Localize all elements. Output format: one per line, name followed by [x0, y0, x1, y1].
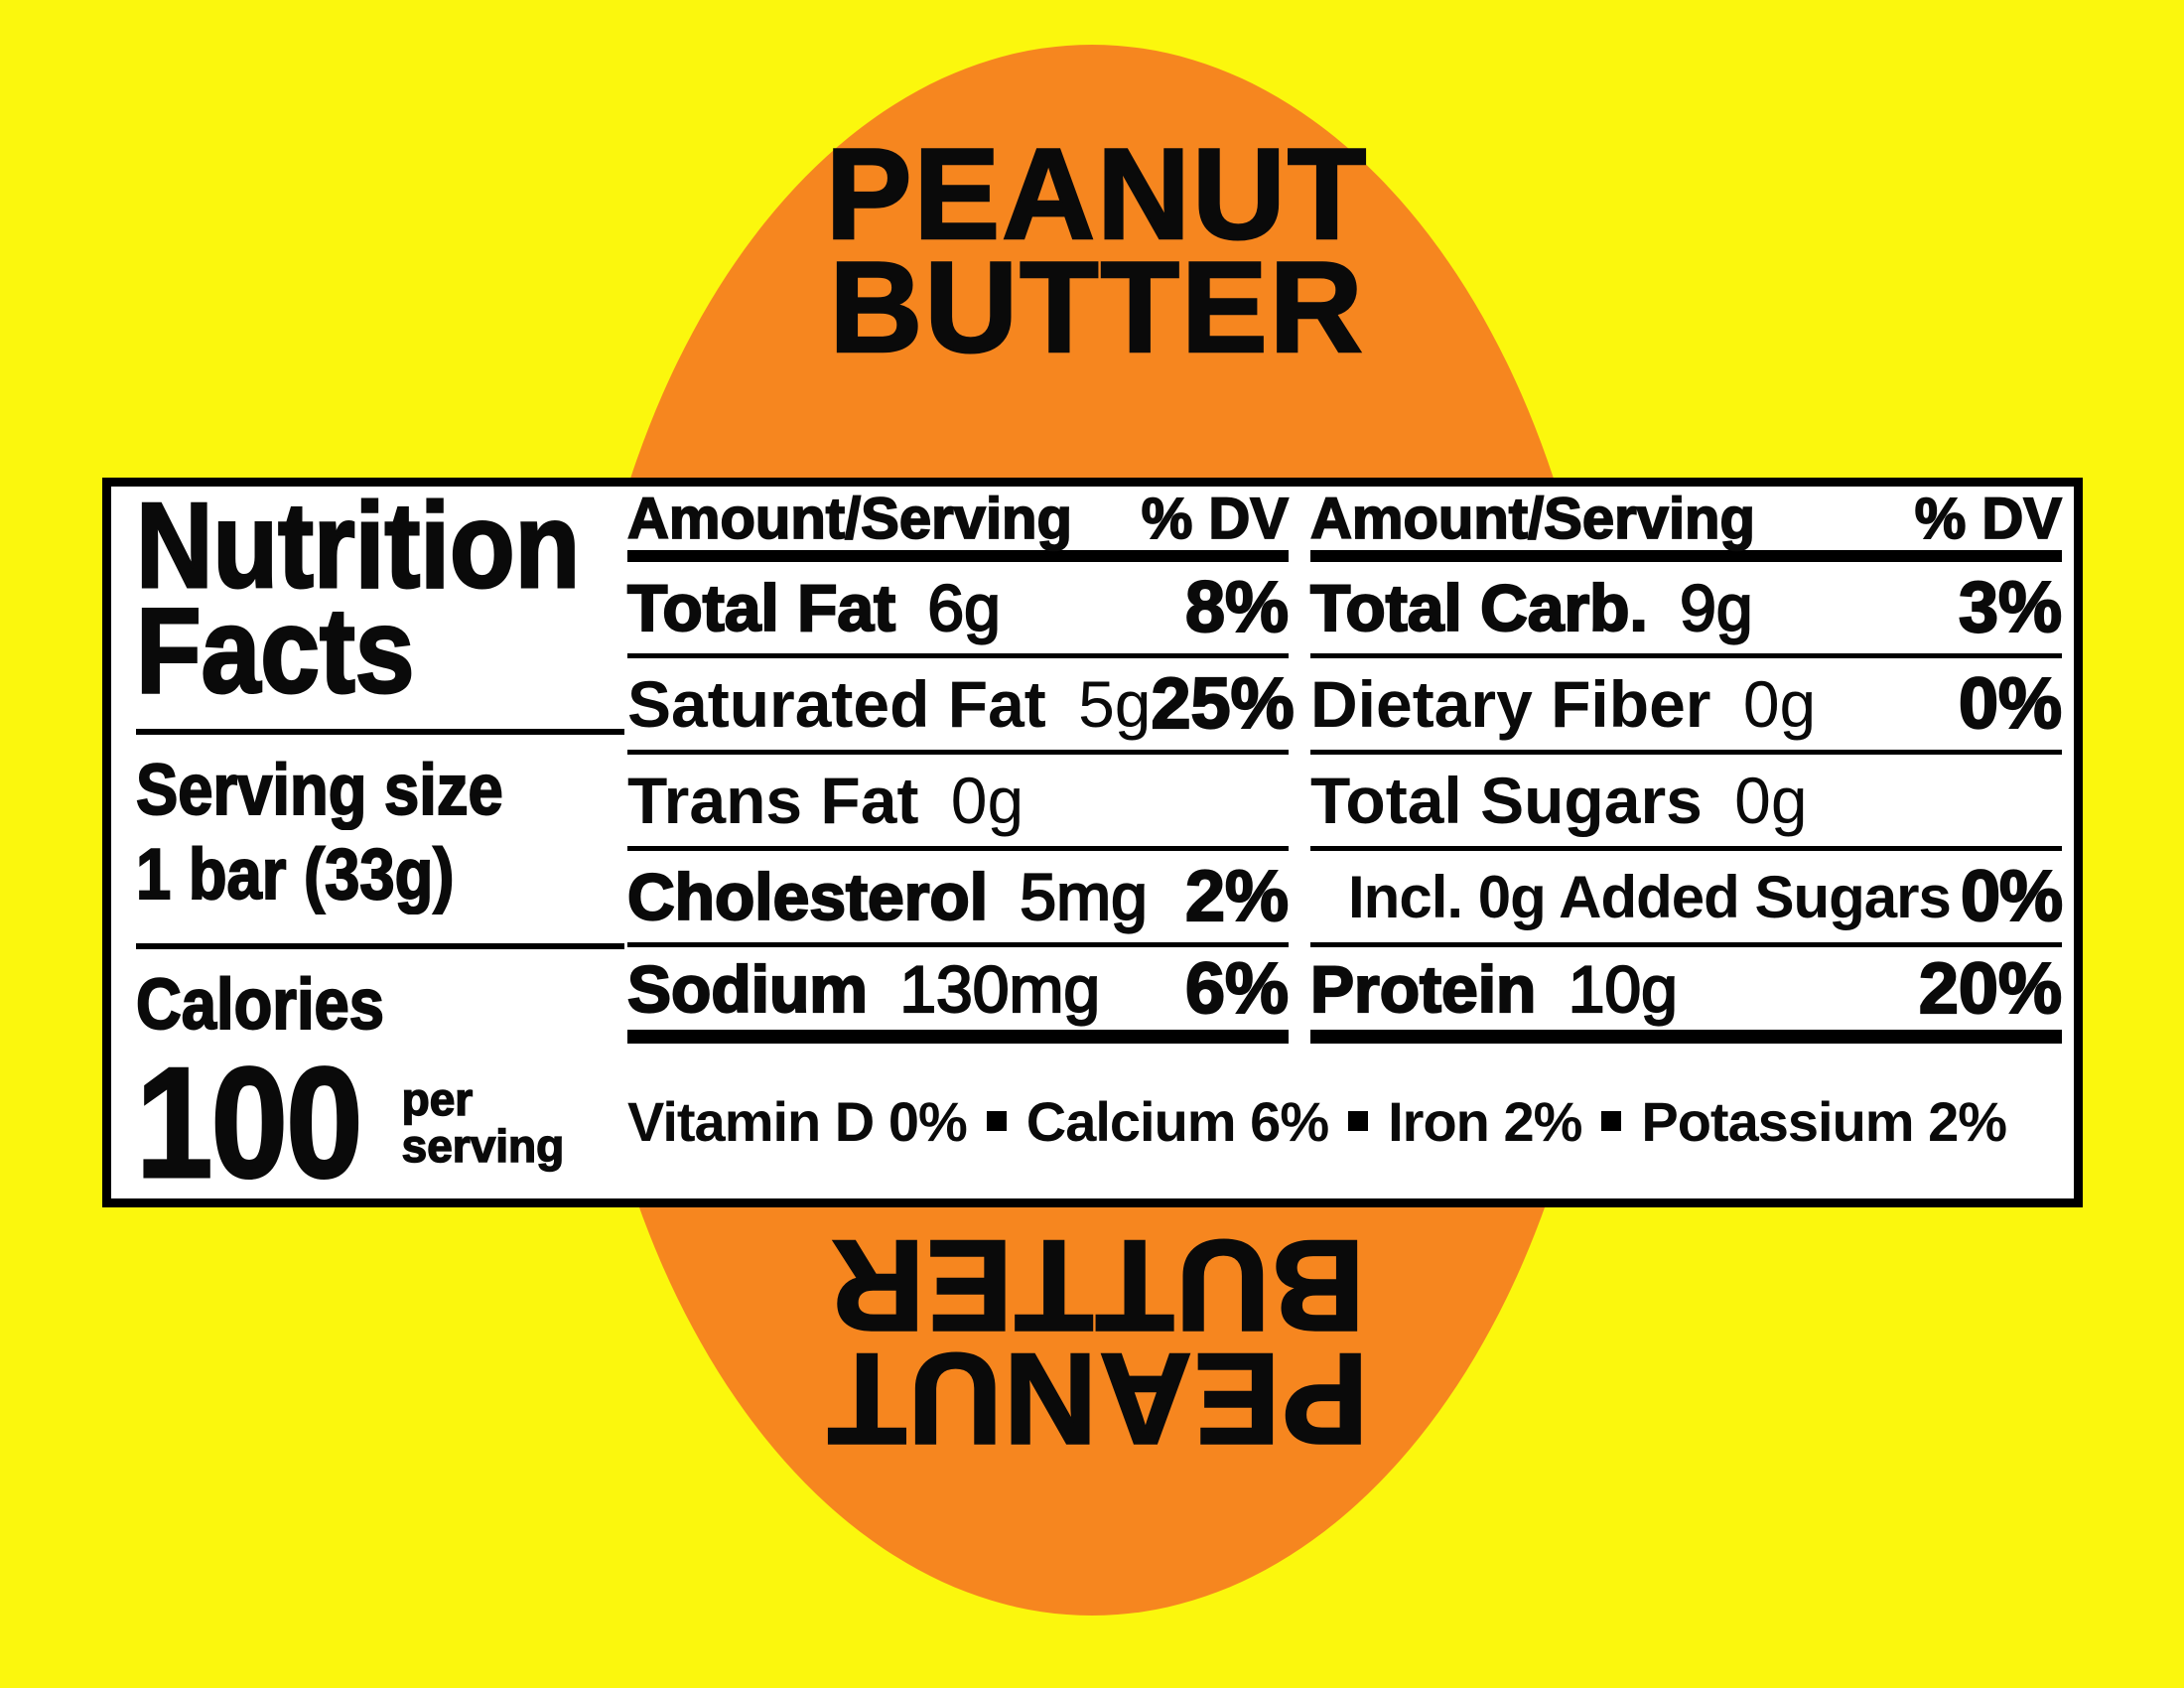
calories-label: Calories	[135, 964, 385, 1046]
micronutrient-potassium: Potassium 2%	[1641, 1089, 2007, 1153]
panel-title-line1: Nutrition	[135, 478, 582, 613]
table-row-saturated-fat: Saturated Fat 5g 25%	[627, 658, 1296, 755]
panel-title-line2: Facts	[135, 583, 416, 718]
bullet-separator	[986, 1111, 1007, 1131]
micronutrients-line: Vitamin D 0% Calcium 6% Iron 2% Potassiu…	[627, 1044, 2062, 1198]
table-row-added-sugars: Incl. 0g Added Sugars 0%	[1310, 851, 2064, 947]
header-amount-serving: Amount/Serving	[626, 486, 1073, 552]
header-percent-dv: % DV	[1914, 486, 2063, 552]
brand-line-peanut: PEANUT	[825, 121, 1369, 266]
brand-line-butter: BUTTER	[828, 1212, 1366, 1360]
bottom-brand-title-rotated: PEANUT BUTTER	[556, 1212, 1638, 1474]
table-row-trans-fat: Trans Fat 0g	[627, 755, 1289, 851]
brand-line-butter: BUTTER	[828, 234, 1365, 379]
nutrient-column-right: Amount/Serving % DV Total Carb. 9g 3% Di…	[1309, 486, 2064, 1044]
calories-row: 100 per serving	[135, 1036, 632, 1210]
nutrient-column-left: Amount/Serving % DV Total Fat 6g 8% Satu…	[626, 486, 1296, 1044]
header-amount-serving: Amount/Serving	[1309, 486, 1756, 552]
calories-value: 100	[135, 1036, 364, 1210]
table-row-protein: Protein 10g 20%	[1309, 947, 2063, 1044]
micronutrient-calcium: Calcium 6%	[1025, 1089, 1329, 1153]
column-header: Amount/Serving % DV	[1309, 486, 2063, 562]
serving-size-label: Serving size	[135, 750, 504, 831]
header-percent-dv: % DV	[1141, 486, 1290, 552]
nutrition-facts-panel: Nutrition Facts Serving size 1 bar (33g)…	[102, 478, 2083, 1207]
serving-size-value: 1 bar (33g)	[135, 834, 455, 915]
table-row-total-carb: Total Carb. 9g 3%	[1309, 562, 2063, 658]
bullet-separator	[1348, 1111, 1369, 1131]
table-row-sodium: Sodium 130mg 6%	[626, 947, 1290, 1044]
micronutrient-iron: Iron 2%	[1388, 1089, 1582, 1153]
table-row-cholesterol: Cholesterol 5mg 2%	[626, 851, 1290, 947]
table-row-total-fat: Total Fat 6g 8%	[626, 562, 1290, 658]
table-row-total-sugars: Total Sugars 0g	[1310, 755, 2062, 851]
bullet-separator	[1601, 1111, 1622, 1131]
divider	[136, 943, 624, 949]
table-row-dietary-fiber: Dietary Fiber 0g 0%	[1310, 658, 2063, 755]
calories-per-serving: per serving	[401, 1073, 565, 1172]
micronutrient-vitamin-d: Vitamin D 0%	[627, 1089, 968, 1153]
divider	[136, 729, 624, 735]
column-header: Amount/Serving % DV	[626, 486, 1290, 562]
summary-column: Nutrition Facts Serving size 1 bar (33g)…	[135, 478, 632, 1210]
brand-line-peanut: PEANUT	[825, 1326, 1370, 1474]
top-brand-title: PEANUT BUTTER	[556, 121, 1638, 379]
